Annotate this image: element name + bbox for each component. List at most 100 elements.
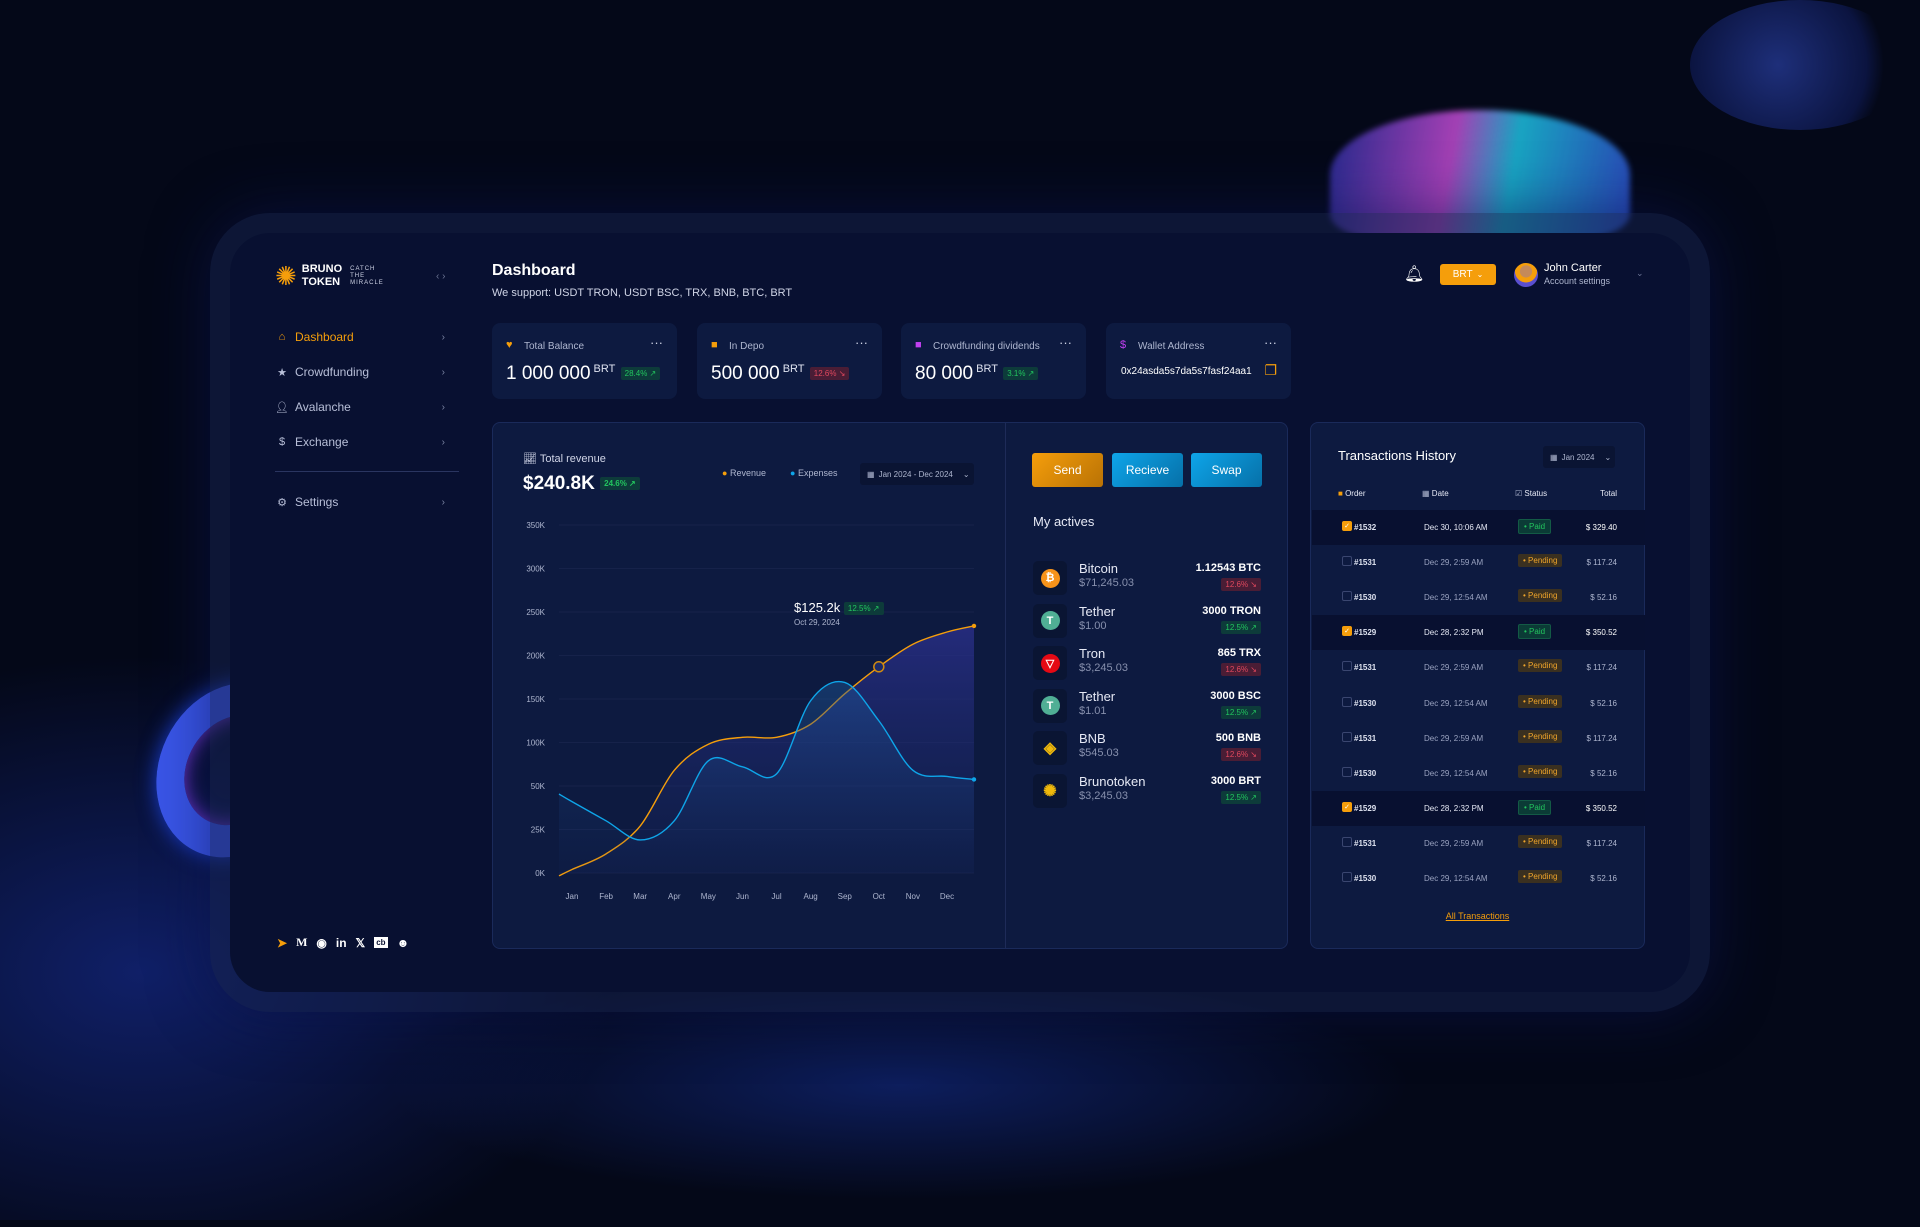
table-row[interactable]: ✓ #1529 Dec 28, 2:32 PM • Paid $ 350.52	[1312, 615, 1645, 651]
x-tick-label: Jul	[771, 892, 781, 901]
row-checkbox[interactable]	[1342, 766, 1352, 777]
stat-unit: BRT	[593, 363, 616, 375]
collapse-sidebar-button[interactable]: ‹ ›	[436, 271, 446, 282]
legend-dot: ●	[790, 468, 796, 478]
swap-button[interactable]: Swap	[1191, 453, 1262, 487]
tagline: CATCH	[350, 265, 376, 272]
row-checkbox[interactable]: ✓	[1342, 521, 1352, 531]
more-icon[interactable]: ···	[1264, 335, 1277, 350]
change-badge: 12.6% ↘	[1221, 663, 1261, 677]
currency-select[interactable]: BRT ⌄	[1440, 264, 1496, 285]
asset-row[interactable]: ✺ Brunotoken $3,245.03 3000 BRT 12.5% ↗	[1033, 774, 1261, 814]
table-row[interactable]: ✓ #1532 Dec 30, 10:06 AM • Paid $ 329.40	[1312, 510, 1645, 545]
order-date: Dec 29, 12:54 AM	[1424, 874, 1488, 883]
asset-row[interactable]: ◈ BNB $545.03 500 BNB 12.6% ↘	[1033, 731, 1261, 771]
status-badge: • Pending	[1518, 694, 1563, 708]
order-date: Dec 28, 2:32 PM	[1424, 803, 1484, 813]
more-icon[interactable]: ···	[1059, 335, 1072, 350]
table-row[interactable]: #1530 Dec 29, 12:54 AM • Pending $ 52.16	[1312, 861, 1645, 896]
x-icon[interactable]: 𝕏	[355, 935, 366, 950]
date-range-select[interactable]: ▦ Jan 2024 - Dec 2024 ⌄	[860, 463, 974, 485]
row-checkbox[interactable]	[1342, 591, 1352, 602]
table-row[interactable]: #1531 Dec 29, 2:59 AM • Pending $ 117.24	[1312, 826, 1645, 861]
logo[interactable]: ✺ BRUNO TOKEN CATCH THE MIRACLE	[275, 263, 384, 289]
table-row[interactable]: #1531 Dec 29, 2:59 AM • Pending $ 117.24	[1312, 721, 1645, 756]
asset-name: BNB	[1079, 731, 1106, 747]
table-row[interactable]: #1530 Dec 29, 12:54 AM • Pending $ 52.16	[1312, 756, 1645, 791]
legend-label: Revenue	[729, 468, 766, 478]
column-date[interactable]: ▦ Date	[1422, 489, 1449, 498]
more-icon[interactable]: ···	[650, 335, 663, 350]
tagline: THE	[350, 272, 366, 279]
avatar[interactable]	[1514, 263, 1538, 287]
coinbase-icon[interactable]: cb	[374, 937, 388, 948]
receive-button[interactable]: Recieve	[1112, 453, 1183, 487]
actives-title: My actives	[1033, 514, 1095, 529]
asset-row[interactable]: T Tether $1.01 3000 BSC 12.5% ↗	[1033, 688, 1261, 729]
dollar-icon: $	[1120, 339, 1127, 351]
asset-row[interactable]: T Tether $1.00 3000 TRON 12.5% ↗	[1033, 603, 1261, 644]
medium-icon[interactable]: M	[296, 935, 308, 949]
chevron-right-icon: ›	[441, 436, 445, 448]
status-badge: • Pending	[1518, 764, 1563, 778]
column-status[interactable]: ☑ Status	[1515, 489, 1547, 498]
copy-icon[interactable]: ❐	[1264, 362, 1277, 378]
order-total: $ 350.52	[1585, 803, 1617, 813]
linkedin-icon[interactable]: in	[335, 935, 347, 950]
column-label: Status	[1524, 489, 1548, 498]
table-row[interactable]: #1531 Dec 29, 2:59 AM • Pending $ 117.24	[1312, 650, 1645, 685]
row-checkbox[interactable]	[1342, 556, 1352, 567]
row-checkbox[interactable]: ✓	[1342, 801, 1352, 812]
more-icon[interactable]: ···	[855, 335, 868, 350]
y-tick-label: 250K	[526, 608, 545, 617]
brunotoken-logo-icon: ✺	[275, 261, 297, 291]
change-badge: 28.4% ↗	[620, 367, 661, 381]
row-checkbox[interactable]	[1342, 731, 1352, 742]
table-row[interactable]: ✓ #1529 Dec 28, 2:32 PM • Paid $ 350.52	[1312, 790, 1645, 826]
column-total[interactable]: Total	[1600, 489, 1617, 498]
row-checkbox[interactable]	[1342, 836, 1352, 847]
all-transactions-link[interactable]: All Transactions	[1445, 911, 1510, 921]
row-checkbox[interactable]	[1342, 872, 1352, 882]
sidebar-item-exchange[interactable]: $ Exchange ›	[275, 432, 445, 452]
order-date: Dec 29, 2:59 AM	[1424, 663, 1484, 673]
row-checkbox[interactable]	[1342, 696, 1352, 707]
column-order[interactable]: ■ Order	[1338, 489, 1366, 498]
table-row[interactable]: #1531 Dec 29, 2:59 AM • Pending $ 117.24	[1312, 545, 1645, 580]
asset-amount: 3000 BSC	[1210, 689, 1261, 702]
order-id: #1532	[1354, 523, 1377, 532]
account-settings-link[interactable]: Account settings	[1544, 276, 1611, 286]
series-end-point	[971, 623, 977, 629]
star-icon: ★	[277, 366, 287, 379]
sidebar-item-crowdfunding[interactable]: ★ Crowdfunding ›	[275, 362, 445, 382]
order-total: $ 52.16	[1590, 768, 1617, 778]
send-button[interactable]: Send	[1032, 453, 1103, 487]
sidebar-item-avalanche[interactable]: 👤︎ Avalanche ›	[275, 397, 445, 417]
brand-name: TOKEN	[301, 276, 341, 288]
stat-label: In Depo	[729, 341, 765, 352]
social-links: ➤ M ◉ in 𝕏 cb ☻	[277, 935, 409, 950]
asset-row[interactable]: ₿ Bitcoin $71,245.03 1.12543 BTC 12.6% ↘	[1033, 561, 1261, 601]
wallet-address: 0x24asda5s7da5s7fasf24aa1	[1121, 366, 1252, 377]
status-label: Pending	[1528, 836, 1558, 846]
order-id: #1531	[1354, 838, 1377, 848]
change-badge: 12.6% ↘	[1221, 748, 1261, 762]
status-label: Pending	[1528, 591, 1558, 601]
month-filter-select[interactable]: ▦ Jan 2024 ⌄	[1543, 446, 1615, 468]
row-checkbox[interactable]: ✓	[1342, 626, 1352, 637]
sidebar-item-settings[interactable]: ⚙ Settings ›	[275, 492, 445, 512]
status-label: Paid	[1529, 522, 1546, 531]
bell-icon[interactable]: 🔔︎	[1404, 266, 1425, 283]
row-checkbox[interactable]	[1342, 661, 1352, 672]
stat-label: Total Balance	[524, 341, 585, 352]
asset-row[interactable]: ▽ Tron $3,245.03 865 TRX 12.6% ↘	[1033, 646, 1261, 686]
telegram-icon[interactable]: ➤	[277, 935, 288, 950]
sidebar-item-dashboard[interactable]: ⌂ Dashboard ›	[275, 327, 445, 347]
status-label: Pending	[1528, 661, 1558, 671]
table-row[interactable]: #1530 Dec 29, 12:54 AM • Pending $ 52.16	[1312, 580, 1645, 615]
table-row[interactable]: #1530 Dec 29, 12:54 AM • Pending $ 52.16	[1312, 686, 1645, 721]
checkbox-icon[interactable]: ■	[1338, 489, 1343, 498]
discord-icon[interactable]: ☻	[396, 935, 410, 950]
reddit-icon[interactable]: ◉	[316, 935, 327, 950]
chevron-down-icon[interactable]: ⌄	[1636, 268, 1644, 278]
